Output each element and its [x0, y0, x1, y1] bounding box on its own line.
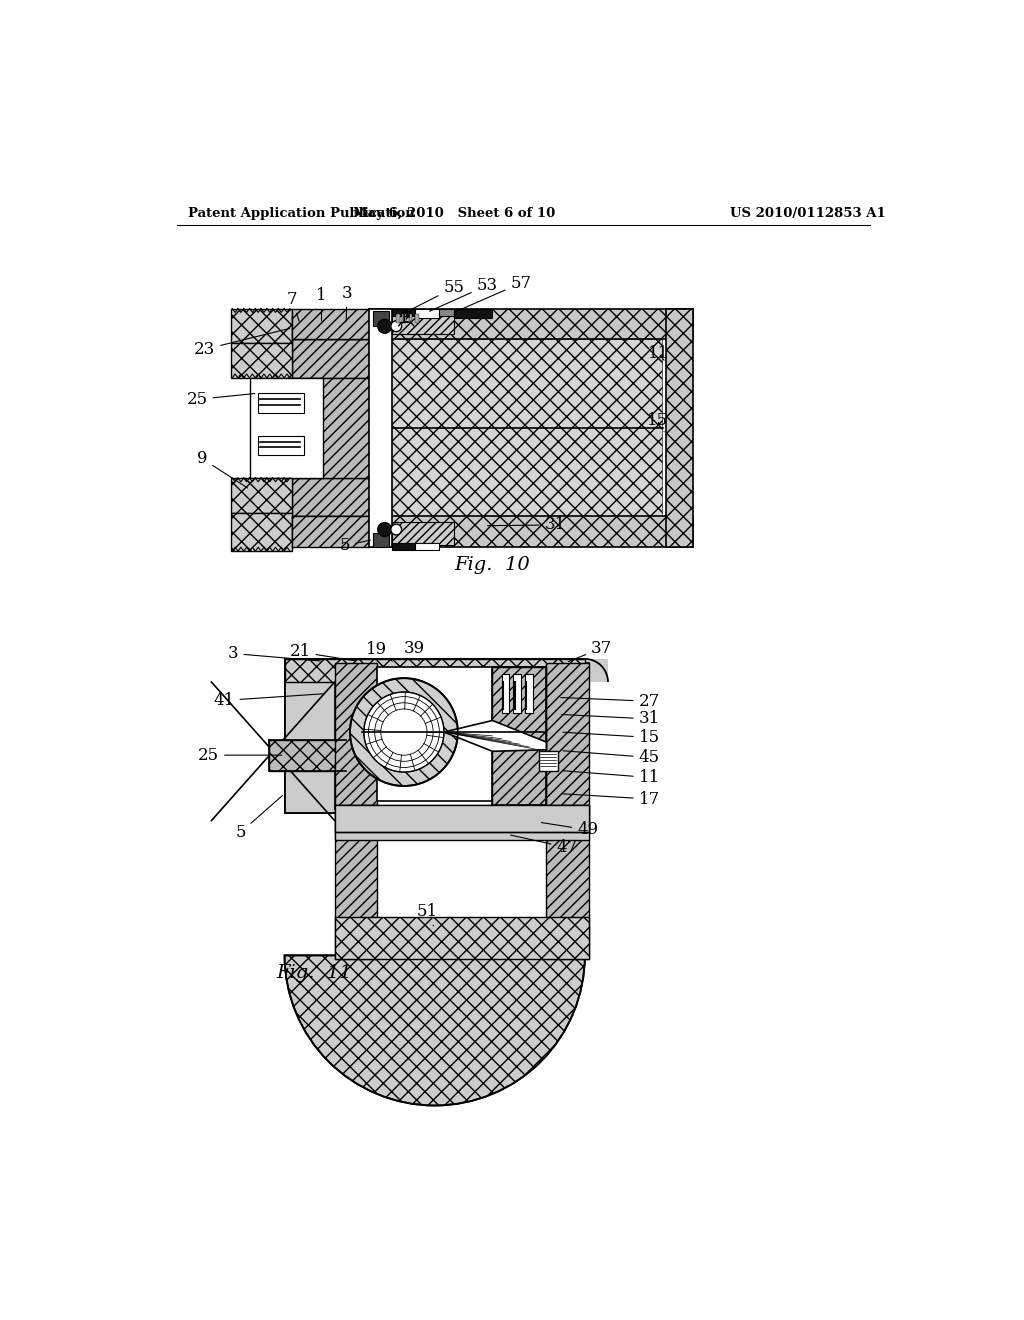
- Text: 11: 11: [648, 345, 670, 362]
- Text: 11: 11: [563, 770, 660, 785]
- Bar: [370, 309, 392, 548]
- Text: May 6, 2010   Sheet 6 of 10: May 6, 2010 Sheet 6 of 10: [353, 207, 555, 220]
- Bar: [438, 309, 454, 317]
- Bar: [392, 521, 454, 545]
- Text: 19: 19: [367, 642, 392, 661]
- Bar: [547, 805, 589, 960]
- Bar: [285, 659, 585, 813]
- Bar: [409, 314, 413, 323]
- Text: 3: 3: [342, 285, 352, 321]
- Bar: [285, 659, 585, 682]
- Wedge shape: [285, 956, 585, 1106]
- Bar: [258, 436, 304, 455]
- Bar: [230, 478, 292, 512]
- Bar: [402, 314, 407, 323]
- Bar: [292, 478, 370, 516]
- Text: 3: 3: [227, 645, 321, 663]
- Text: 1: 1: [316, 286, 327, 321]
- Text: Patent Application Publication: Patent Application Publication: [188, 207, 415, 220]
- Text: 9: 9: [197, 450, 248, 488]
- Text: 55: 55: [404, 280, 465, 313]
- Bar: [415, 314, 419, 323]
- Text: 31: 31: [561, 710, 660, 727]
- Circle shape: [391, 321, 401, 331]
- Bar: [250, 378, 323, 478]
- Bar: [292, 516, 370, 540]
- Bar: [292, 378, 370, 478]
- Circle shape: [378, 523, 391, 536]
- Bar: [335, 805, 589, 832]
- Polygon shape: [444, 721, 547, 751]
- Bar: [292, 317, 370, 339]
- Text: 57: 57: [457, 275, 531, 312]
- Bar: [292, 309, 370, 339]
- Bar: [585, 659, 608, 682]
- Text: E: E: [400, 310, 412, 327]
- Bar: [392, 309, 416, 317]
- Bar: [392, 543, 416, 550]
- Bar: [513, 675, 521, 713]
- Bar: [547, 663, 589, 805]
- Text: 41: 41: [213, 692, 325, 709]
- Text: 17: 17: [563, 791, 660, 808]
- Circle shape: [350, 678, 458, 785]
- Bar: [539, 751, 558, 771]
- Bar: [335, 917, 589, 960]
- Bar: [493, 667, 547, 805]
- Text: 7: 7: [287, 290, 299, 321]
- Bar: [493, 667, 547, 805]
- Text: 37: 37: [568, 640, 612, 661]
- Bar: [370, 309, 692, 339]
- Text: 49: 49: [542, 821, 598, 838]
- Bar: [416, 543, 438, 550]
- Bar: [285, 667, 589, 964]
- Text: 51: 51: [417, 903, 437, 925]
- Bar: [258, 393, 304, 412]
- Bar: [392, 312, 454, 334]
- Bar: [373, 339, 662, 516]
- Text: 39: 39: [403, 640, 425, 661]
- Bar: [230, 343, 292, 378]
- Bar: [335, 663, 589, 809]
- Text: 25: 25: [186, 391, 255, 408]
- Text: 27: 27: [561, 693, 660, 710]
- Bar: [502, 675, 509, 713]
- Text: 5: 5: [339, 537, 371, 554]
- Bar: [416, 309, 438, 318]
- Text: 25: 25: [198, 747, 282, 764]
- Circle shape: [391, 524, 401, 535]
- Bar: [292, 339, 370, 378]
- Text: Fig.  11: Fig. 11: [275, 964, 351, 982]
- Text: 15: 15: [563, 729, 659, 746]
- Bar: [370, 516, 692, 548]
- Text: US 2010/0112853 A1: US 2010/0112853 A1: [730, 207, 886, 220]
- Text: 23: 23: [194, 329, 290, 358]
- Circle shape: [378, 319, 391, 333]
- Bar: [396, 314, 400, 323]
- Bar: [377, 667, 547, 801]
- Bar: [666, 309, 692, 548]
- Bar: [285, 659, 585, 813]
- Bar: [285, 659, 585, 813]
- Bar: [524, 675, 532, 713]
- Text: Fig.  10: Fig. 10: [455, 556, 530, 574]
- Bar: [373, 312, 388, 326]
- Bar: [335, 805, 589, 840]
- Text: 21: 21: [290, 643, 355, 661]
- Circle shape: [364, 692, 444, 772]
- Bar: [335, 805, 377, 960]
- Bar: [292, 516, 370, 548]
- Text: 31: 31: [487, 516, 566, 533]
- Bar: [335, 663, 377, 805]
- Bar: [230, 309, 292, 343]
- Bar: [454, 309, 493, 318]
- Text: 5: 5: [236, 796, 283, 841]
- Text: 47: 47: [511, 836, 578, 857]
- Bar: [373, 533, 388, 548]
- Text: 53: 53: [429, 277, 498, 312]
- Text: 45: 45: [563, 748, 659, 766]
- Bar: [269, 739, 346, 771]
- Bar: [230, 512, 292, 552]
- Text: 15: 15: [647, 412, 669, 432]
